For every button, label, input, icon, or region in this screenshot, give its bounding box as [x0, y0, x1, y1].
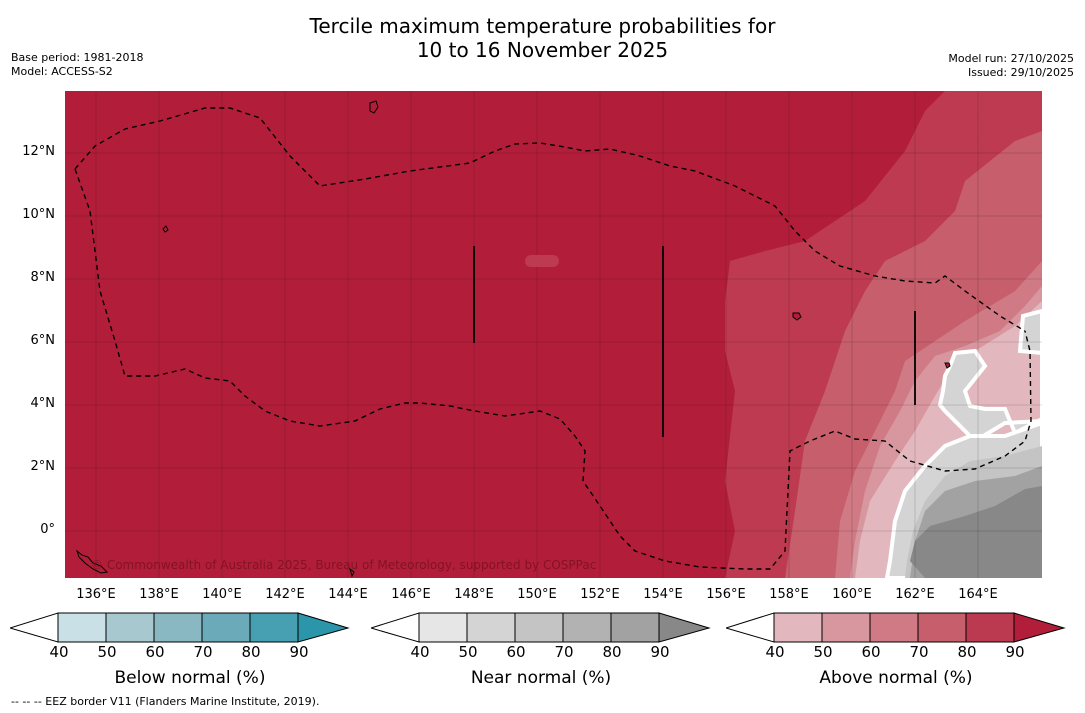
- above-tick-60: 60: [861, 643, 881, 661]
- above-normal-label: Above normal (%): [819, 668, 973, 688]
- near-tick-70: 70: [554, 643, 574, 661]
- near-tick-80: 80: [602, 643, 622, 661]
- below-tick-80: 80: [241, 643, 261, 661]
- lon-label-152e: 152°E: [580, 587, 620, 602]
- lat-label-12n: 12°N: [22, 144, 55, 159]
- meta-right: Model run: 27/10/2025 Issued: 29/10/2025: [948, 52, 1074, 80]
- lon-label-144e: 144°E: [328, 587, 368, 602]
- above-tick-80: 80: [957, 643, 977, 661]
- near-90-region: [910, 486, 1042, 578]
- probability-map: © Commonwealth of Australia 2025, Bureau…: [65, 91, 1042, 578]
- lat-label-6n: 6°N: [30, 333, 56, 348]
- lon-label-162e: 162°E: [895, 587, 935, 602]
- lon-label-154e: 154°E: [643, 587, 683, 602]
- near-tick-90: 90: [650, 643, 670, 661]
- above-tick-50: 50: [813, 643, 833, 661]
- lon-label-158e: 158°E: [769, 587, 809, 602]
- title-line-1: Tercile maximum temperature probabilitie…: [309, 14, 776, 38]
- meta-left: Base period: 1981-2018 Model: ACCESS-S2: [11, 51, 143, 79]
- near-tick-50: 50: [458, 643, 478, 661]
- above-50-patch: [525, 255, 559, 267]
- issued-date: Issued: 29/10/2025: [967, 66, 1074, 79]
- lat-label-10n: 10°N: [22, 207, 55, 222]
- lat-label-2n: 2°N: [30, 459, 56, 474]
- lon-label-140e: 140°E: [202, 587, 242, 602]
- lon-label-136e: 136°E: [76, 587, 116, 602]
- copyright-text: © Commonwealth of Australia 2025, Bureau…: [91, 558, 596, 572]
- below-normal-label: Below normal (%): [114, 668, 266, 688]
- lon-label-146e: 146°E: [391, 587, 431, 602]
- near-50-region: [937, 308, 1042, 444]
- near-tick-60: 60: [506, 643, 526, 661]
- meridian-markers: [473, 246, 916, 437]
- colorbar-near: [369, 612, 711, 644]
- map-title: Tercile maximum temperature probabilitie…: [0, 14, 1085, 62]
- below-tick-50: 50: [97, 643, 117, 661]
- lat-label-4n: 4°N: [30, 396, 56, 411]
- lon-label-160e: 160°E: [832, 587, 872, 602]
- base-period: Base period: 1981-2018: [11, 51, 144, 64]
- lon-label-138e: 138°E: [139, 587, 179, 602]
- lon-label-148e: 148°E: [454, 587, 494, 602]
- graticule: [65, 91, 1042, 578]
- above-tick-40: 40: [765, 643, 785, 661]
- below-tick-60: 60: [145, 643, 165, 661]
- below-tick-90: 90: [289, 643, 309, 661]
- lon-label-142e: 142°E: [265, 587, 305, 602]
- above-tick-70: 70: [909, 643, 929, 661]
- eez-border-west: [74, 107, 1026, 332]
- near-tick-40: 40: [410, 643, 430, 661]
- eez-footnote: -- -- -- EEZ border V11 (Flanders Marine…: [11, 695, 320, 708]
- lon-label-150e: 150°E: [517, 587, 557, 602]
- near-normal-label: Near normal (%): [470, 668, 612, 688]
- model-run: Model run: 27/10/2025: [948, 52, 1074, 65]
- eez-border-south: [74, 168, 1032, 570]
- title-line-2: 10 to 16 November 2025: [416, 38, 669, 62]
- colorbar-above: [724, 612, 1066, 644]
- lon-label-156e: 156°E: [706, 587, 746, 602]
- lon-label-164e: 164°E: [958, 587, 998, 602]
- colorbar-below: [8, 612, 350, 644]
- lat-label-0: 0°: [40, 522, 55, 537]
- lat-label-8n: 8°N: [30, 270, 56, 285]
- below-tick-40: 40: [49, 643, 69, 661]
- below-tick-70: 70: [193, 643, 213, 661]
- above-tick-90: 90: [1005, 643, 1025, 661]
- model-name: Model: ACCESS-S2: [11, 65, 113, 78]
